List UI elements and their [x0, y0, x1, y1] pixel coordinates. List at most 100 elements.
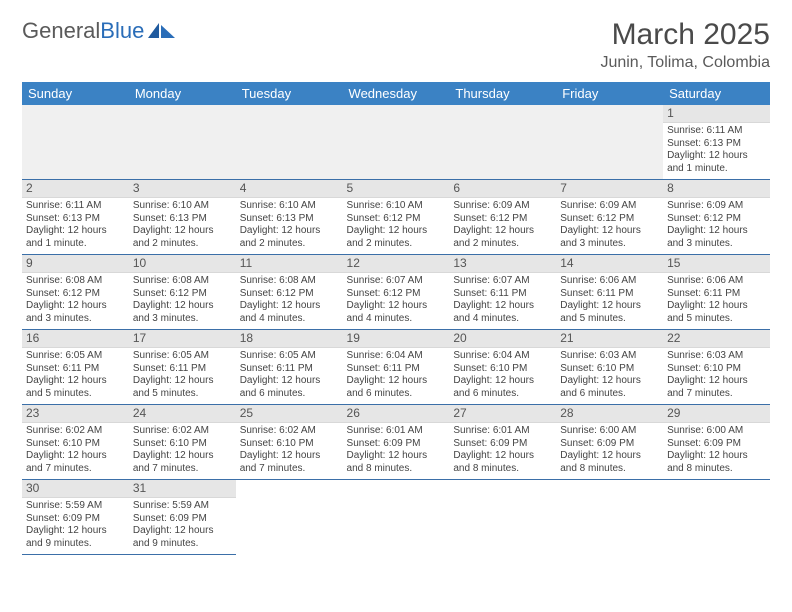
week-row: 23Sunrise: 6:02 AMSunset: 6:10 PMDayligh… — [22, 405, 770, 480]
sunrise-text: Sunrise: 6:05 AM — [133, 350, 232, 363]
day-cell: 16Sunrise: 6:05 AMSunset: 6:11 PMDayligh… — [22, 330, 129, 405]
day-number: 13 — [449, 255, 556, 273]
day-number: 8 — [663, 180, 770, 198]
day-cell: 9Sunrise: 6:08 AMSunset: 6:12 PMDaylight… — [22, 255, 129, 330]
day-number: 7 — [556, 180, 663, 198]
sunset-text: Sunset: 6:11 PM — [667, 288, 766, 301]
day-cell: 27Sunrise: 6:01 AMSunset: 6:09 PMDayligh… — [449, 405, 556, 480]
day-cell — [449, 105, 556, 180]
day-details: Sunrise: 6:05 AMSunset: 6:11 PMDaylight:… — [236, 348, 343, 404]
sunrise-text: Sunrise: 6:07 AM — [347, 275, 446, 288]
sunset-text: Sunset: 6:13 PM — [26, 213, 125, 226]
day-cell: 20Sunrise: 6:04 AMSunset: 6:10 PMDayligh… — [449, 330, 556, 405]
daylight-text: Daylight: 12 hours and 1 minute. — [26, 225, 125, 250]
day-cell — [663, 480, 770, 555]
day-details: Sunrise: 6:10 AMSunset: 6:13 PMDaylight:… — [129, 198, 236, 254]
sunrise-text: Sunrise: 6:07 AM — [453, 275, 552, 288]
daylight-text: Daylight: 12 hours and 6 minutes. — [240, 375, 339, 400]
weekday-monday: Monday — [129, 82, 236, 105]
day-cell: 22Sunrise: 6:03 AMSunset: 6:10 PMDayligh… — [663, 330, 770, 405]
day-details: Sunrise: 6:02 AMSunset: 6:10 PMDaylight:… — [22, 423, 129, 479]
day-cell: 29Sunrise: 6:00 AMSunset: 6:09 PMDayligh… — [663, 405, 770, 480]
day-details: Sunrise: 6:02 AMSunset: 6:10 PMDaylight:… — [129, 423, 236, 479]
sunset-text: Sunset: 6:11 PM — [560, 288, 659, 301]
day-cell: 3Sunrise: 6:10 AMSunset: 6:13 PMDaylight… — [129, 180, 236, 255]
calendar-body: 1Sunrise: 6:11 AMSunset: 6:13 PMDaylight… — [22, 105, 770, 555]
day-details: Sunrise: 5:59 AMSunset: 6:09 PMDaylight:… — [22, 498, 129, 554]
day-details: Sunrise: 6:06 AMSunset: 6:11 PMDaylight:… — [663, 273, 770, 329]
day-number: 26 — [343, 405, 450, 423]
sunrise-text: Sunrise: 6:08 AM — [133, 275, 232, 288]
sunset-text: Sunset: 6:12 PM — [26, 288, 125, 301]
daylight-text: Daylight: 12 hours and 7 minutes. — [133, 450, 232, 475]
day-cell: 2Sunrise: 6:11 AMSunset: 6:13 PMDaylight… — [22, 180, 129, 255]
day-cell — [343, 480, 450, 555]
sunset-text: Sunset: 6:09 PM — [453, 438, 552, 451]
logo-word2: Blue — [100, 18, 144, 43]
sunset-text: Sunset: 6:10 PM — [133, 438, 232, 451]
sunset-text: Sunset: 6:12 PM — [667, 213, 766, 226]
day-cell: 31Sunrise: 5:59 AMSunset: 6:09 PMDayligh… — [129, 480, 236, 555]
daylight-text: Daylight: 12 hours and 5 minutes. — [560, 300, 659, 325]
logo: GeneralBlue — [22, 18, 176, 44]
daylight-text: Daylight: 12 hours and 7 minutes. — [26, 450, 125, 475]
daylight-text: Daylight: 12 hours and 9 minutes. — [26, 525, 125, 550]
day-details: Sunrise: 6:09 AMSunset: 6:12 PMDaylight:… — [663, 198, 770, 254]
day-cell: 26Sunrise: 6:01 AMSunset: 6:09 PMDayligh… — [343, 405, 450, 480]
day-number: 17 — [129, 330, 236, 348]
sunrise-text: Sunrise: 6:09 AM — [453, 200, 552, 213]
sunrise-text: Sunrise: 6:01 AM — [347, 425, 446, 438]
day-cell: 28Sunrise: 6:00 AMSunset: 6:09 PMDayligh… — [556, 405, 663, 480]
sunset-text: Sunset: 6:13 PM — [133, 213, 232, 226]
day-details: Sunrise: 6:01 AMSunset: 6:09 PMDaylight:… — [449, 423, 556, 479]
daylight-text: Daylight: 12 hours and 5 minutes. — [133, 375, 232, 400]
logo-text: GeneralBlue — [22, 18, 144, 44]
day-cell — [129, 105, 236, 180]
month-title: March 2025 — [600, 18, 770, 52]
sunset-text: Sunset: 6:13 PM — [667, 138, 766, 151]
daylight-text: Daylight: 12 hours and 4 minutes. — [240, 300, 339, 325]
weekday-row: SundayMondayTuesdayWednesdayThursdayFrid… — [22, 82, 770, 105]
day-cell: 5Sunrise: 6:10 AMSunset: 6:12 PMDaylight… — [343, 180, 450, 255]
sunrise-text: Sunrise: 6:08 AM — [26, 275, 125, 288]
day-details: Sunrise: 6:04 AMSunset: 6:10 PMDaylight:… — [449, 348, 556, 404]
daylight-text: Daylight: 12 hours and 8 minutes. — [453, 450, 552, 475]
daylight-text: Daylight: 12 hours and 5 minutes. — [26, 375, 125, 400]
sunset-text: Sunset: 6:12 PM — [453, 213, 552, 226]
weekday-thursday: Thursday — [449, 82, 556, 105]
day-cell: 25Sunrise: 6:02 AMSunset: 6:10 PMDayligh… — [236, 405, 343, 480]
sunrise-text: Sunrise: 6:10 AM — [347, 200, 446, 213]
day-number: 5 — [343, 180, 450, 198]
daylight-text: Daylight: 12 hours and 6 minutes. — [347, 375, 446, 400]
day-number: 6 — [449, 180, 556, 198]
sunset-text: Sunset: 6:11 PM — [26, 363, 125, 376]
day-number: 11 — [236, 255, 343, 273]
day-details: Sunrise: 6:10 AMSunset: 6:12 PMDaylight:… — [343, 198, 450, 254]
day-details: Sunrise: 6:09 AMSunset: 6:12 PMDaylight:… — [449, 198, 556, 254]
daylight-text: Daylight: 12 hours and 3 minutes. — [26, 300, 125, 325]
day-number: 30 — [22, 480, 129, 498]
sail-icon — [148, 22, 176, 40]
daylight-text: Daylight: 12 hours and 3 minutes. — [133, 300, 232, 325]
day-number: 2 — [22, 180, 129, 198]
day-cell: 6Sunrise: 6:09 AMSunset: 6:12 PMDaylight… — [449, 180, 556, 255]
day-details: Sunrise: 6:08 AMSunset: 6:12 PMDaylight:… — [129, 273, 236, 329]
day-number: 24 — [129, 405, 236, 423]
weekday-sunday: Sunday — [22, 82, 129, 105]
weekday-friday: Friday — [556, 82, 663, 105]
week-row: 30Sunrise: 5:59 AMSunset: 6:09 PMDayligh… — [22, 480, 770, 555]
day-details: Sunrise: 6:03 AMSunset: 6:10 PMDaylight:… — [556, 348, 663, 404]
daylight-text: Daylight: 12 hours and 2 minutes. — [453, 225, 552, 250]
day-details: Sunrise: 6:09 AMSunset: 6:12 PMDaylight:… — [556, 198, 663, 254]
sunrise-text: Sunrise: 6:10 AM — [133, 200, 232, 213]
daylight-text: Daylight: 12 hours and 2 minutes. — [347, 225, 446, 250]
sunset-text: Sunset: 6:12 PM — [133, 288, 232, 301]
daylight-text: Daylight: 12 hours and 2 minutes. — [133, 225, 232, 250]
week-row: 9Sunrise: 6:08 AMSunset: 6:12 PMDaylight… — [22, 255, 770, 330]
sunset-text: Sunset: 6:10 PM — [667, 363, 766, 376]
sunrise-text: Sunrise: 5:59 AM — [133, 500, 232, 513]
sunrise-text: Sunrise: 6:02 AM — [240, 425, 339, 438]
day-cell: 7Sunrise: 6:09 AMSunset: 6:12 PMDaylight… — [556, 180, 663, 255]
daylight-text: Daylight: 12 hours and 8 minutes. — [560, 450, 659, 475]
sunset-text: Sunset: 6:09 PM — [133, 513, 232, 526]
